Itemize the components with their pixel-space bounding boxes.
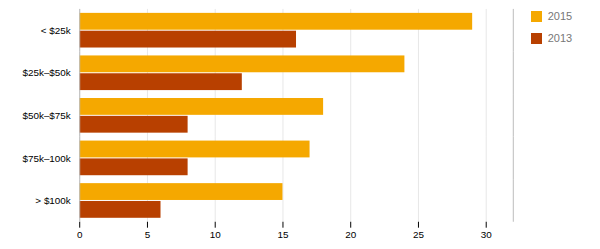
svg-text:< $25k: < $25k xyxy=(41,25,71,36)
svg-text:10: 10 xyxy=(210,229,221,240)
svg-text:0: 0 xyxy=(77,229,83,240)
svg-text:$50k–$75k: $50k–$75k xyxy=(22,110,70,121)
svg-text:15: 15 xyxy=(277,229,288,240)
svg-text:25: 25 xyxy=(413,229,424,240)
svg-text:20: 20 xyxy=(345,229,356,240)
html-text:2013: 2013 xyxy=(547,32,573,44)
svg-text:5: 5 xyxy=(145,229,151,240)
svg-text:30: 30 xyxy=(481,229,492,240)
svg-text:> $100k: > $100k xyxy=(35,195,70,206)
svg-text:$25k–$50k: $25k–$50k xyxy=(22,67,70,78)
html-text:2015: 2015 xyxy=(547,10,573,22)
svg-text:$75k–100k: $75k–100k xyxy=(22,153,70,164)
